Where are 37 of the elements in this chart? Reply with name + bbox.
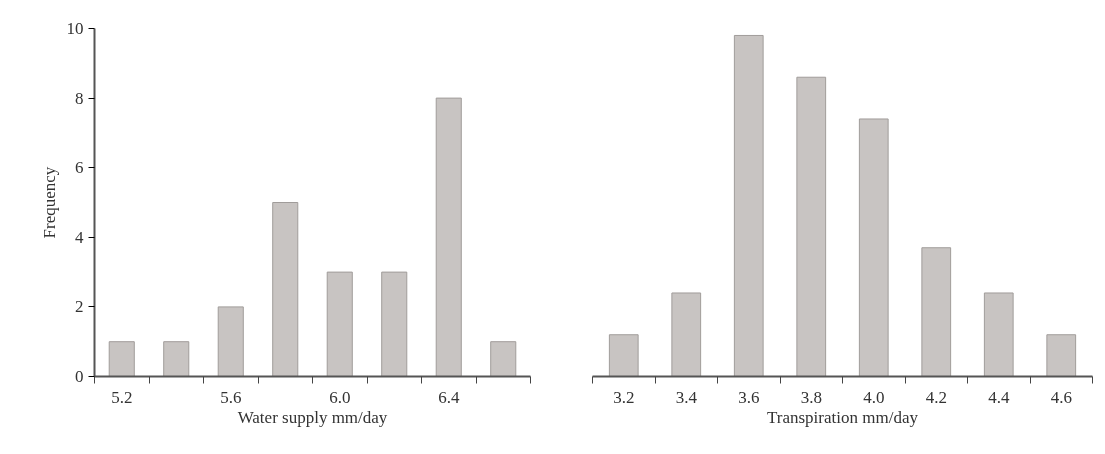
- x-axis-title: Transpiration mm/day: [767, 407, 919, 427]
- bar: [108, 341, 135, 377]
- bar: [921, 247, 952, 377]
- y-tick-label: 2: [75, 297, 84, 317]
- x-axis-title: Water supply mm/day: [237, 407, 388, 427]
- bar: [490, 341, 517, 377]
- x-tick-label: 5.6: [220, 387, 242, 407]
- x-tick-label: 5.2: [111, 387, 133, 407]
- y-tick-label: 6: [75, 158, 84, 178]
- bar: [381, 271, 408, 377]
- bar: [435, 97, 462, 377]
- bar: [983, 292, 1014, 377]
- bar: [1046, 334, 1077, 377]
- bar: [733, 34, 764, 377]
- bar: [858, 118, 889, 377]
- y-tick-label: 4: [75, 227, 84, 247]
- x-tick-label: 3.2: [613, 387, 635, 407]
- y-tick-label: 8: [75, 88, 84, 108]
- y-axis-title: Frequency: [39, 166, 59, 239]
- y-tick-label: 0: [75, 367, 84, 386]
- x-tick-label: 3.8: [800, 387, 822, 407]
- x-tick-label: 3.6: [738, 387, 760, 407]
- y-tick-label: 10: [66, 19, 84, 38]
- bar: [326, 271, 353, 377]
- x-tick-label: 4.4: [988, 387, 1010, 407]
- bar: [217, 306, 244, 377]
- x-tick-label: 4.2: [925, 387, 947, 407]
- x-tick-label: 6.0: [329, 387, 351, 407]
- bar: [671, 292, 702, 377]
- x-tick-label: 3.4: [675, 387, 698, 407]
- x-tick-label: 6.4: [438, 387, 460, 407]
- x-tick-label: 4.0: [863, 387, 885, 407]
- x-tick-label: 4.6: [1050, 387, 1072, 407]
- bar: [272, 202, 299, 377]
- bar: [608, 334, 639, 377]
- bar: [796, 76, 827, 377]
- bar: [163, 341, 190, 377]
